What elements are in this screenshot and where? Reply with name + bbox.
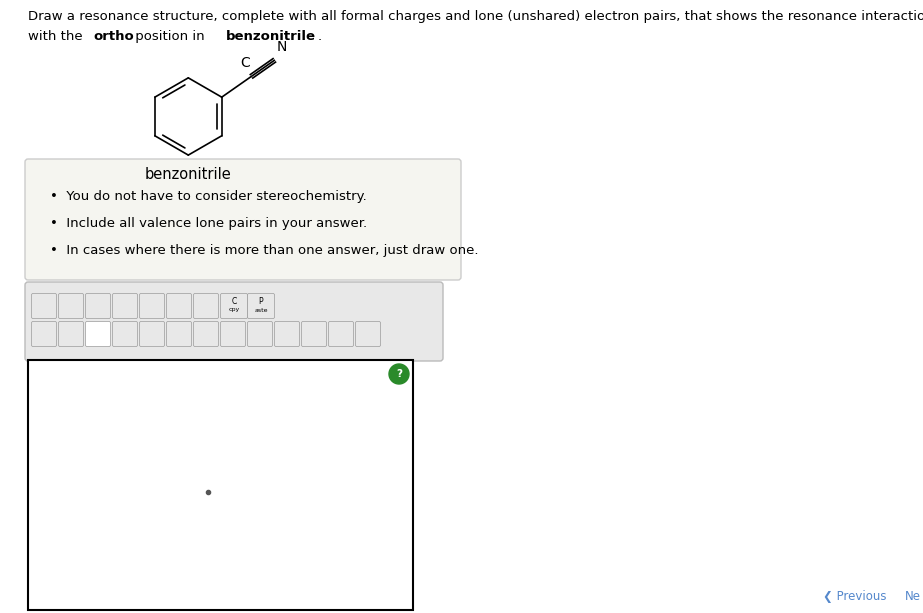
Text: C: C (240, 56, 250, 70)
FancyBboxPatch shape (139, 321, 164, 346)
FancyBboxPatch shape (25, 159, 461, 280)
Text: •  You do not have to consider stereochemistry.: • You do not have to consider stereochem… (50, 190, 366, 203)
FancyBboxPatch shape (194, 294, 219, 319)
FancyBboxPatch shape (139, 294, 164, 319)
Text: aste: aste (254, 308, 268, 313)
FancyBboxPatch shape (247, 321, 272, 346)
FancyBboxPatch shape (302, 321, 327, 346)
FancyBboxPatch shape (247, 294, 274, 319)
FancyBboxPatch shape (31, 321, 56, 346)
FancyBboxPatch shape (329, 321, 354, 346)
Circle shape (389, 364, 409, 384)
Text: cpy: cpy (228, 308, 240, 313)
FancyBboxPatch shape (58, 321, 83, 346)
FancyBboxPatch shape (113, 321, 138, 346)
Text: position in: position in (131, 30, 210, 43)
Text: ortho: ortho (93, 30, 134, 43)
FancyBboxPatch shape (31, 294, 56, 319)
FancyBboxPatch shape (221, 321, 246, 346)
Text: ?: ? (396, 369, 402, 379)
FancyBboxPatch shape (113, 294, 138, 319)
Bar (28, 360, 413, 610)
Text: •  In cases where there is more than one answer, just draw one.: • In cases where there is more than one … (50, 244, 478, 257)
Text: Ne: Ne (905, 590, 921, 603)
Text: •  Include all valence lone pairs in your answer.: • Include all valence lone pairs in your… (50, 217, 367, 230)
FancyBboxPatch shape (166, 294, 191, 319)
Text: benzonitrile: benzonitrile (145, 167, 232, 182)
FancyBboxPatch shape (194, 321, 219, 346)
FancyBboxPatch shape (86, 294, 111, 319)
FancyBboxPatch shape (86, 321, 111, 346)
Text: ❮ Previous: ❮ Previous (823, 590, 886, 603)
Text: with the: with the (28, 30, 87, 43)
FancyBboxPatch shape (274, 321, 299, 346)
Text: Draw a resonance structure, complete with all formal charges and lone (unshared): Draw a resonance structure, complete wit… (28, 10, 923, 23)
FancyBboxPatch shape (25, 282, 443, 361)
Text: benzonitrile: benzonitrile (226, 30, 316, 43)
Text: N: N (277, 40, 287, 53)
FancyBboxPatch shape (166, 321, 191, 346)
FancyBboxPatch shape (221, 294, 247, 319)
Text: .: . (318, 30, 321, 43)
Text: C: C (232, 297, 236, 305)
Text: P: P (258, 297, 263, 305)
FancyBboxPatch shape (355, 321, 380, 346)
FancyBboxPatch shape (58, 294, 83, 319)
